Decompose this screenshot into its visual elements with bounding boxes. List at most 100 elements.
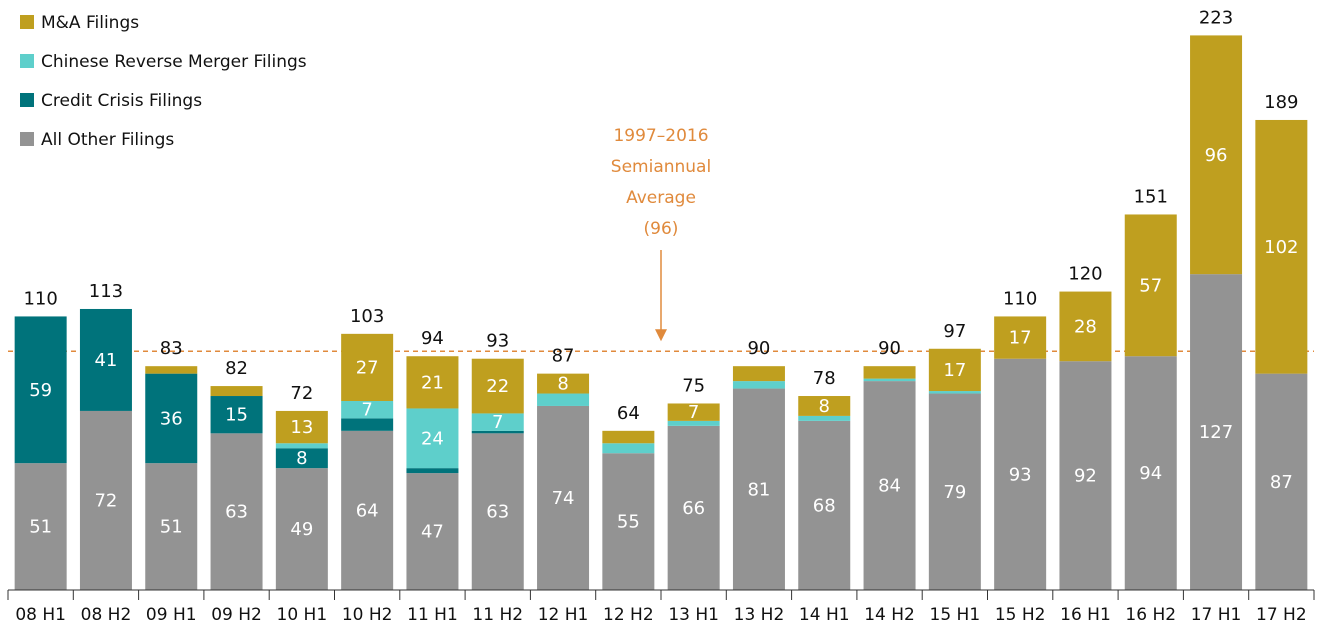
legend-label: All Other Filings [41, 130, 174, 150]
segment-label: 79 [943, 482, 966, 503]
bar-segment [1255, 373, 1308, 590]
x-tick-label: 13 H2 [734, 605, 785, 625]
x-tick-label: 10 H1 [277, 605, 328, 625]
bar-segment [928, 391, 981, 394]
bar-segment [537, 373, 590, 394]
x-tick-label: 11 H2 [472, 605, 523, 625]
bar-segment [667, 420, 720, 426]
segment-label: 21 [421, 372, 444, 393]
segment-label: 8 [819, 396, 830, 417]
segment-label: 59 [29, 380, 52, 401]
bar-segment [79, 410, 132, 590]
segment-label: 7 [361, 400, 372, 421]
bar-segment [406, 473, 459, 590]
x-tick-label: 13 H1 [668, 605, 719, 625]
x-tick-label: 16 H2 [1125, 605, 1176, 625]
segment-label: 74 [552, 488, 575, 509]
segment-label: 51 [29, 517, 52, 538]
bar-segment [145, 463, 198, 590]
bar-segment [275, 468, 328, 590]
segment-label: 127 [1199, 422, 1233, 443]
segment-label: 66 [682, 498, 705, 519]
segment-label: 41 [94, 350, 117, 371]
average-arrowhead [655, 329, 667, 342]
bar-segment [863, 366, 916, 379]
segment-label: 8 [557, 374, 568, 395]
total-label: 72 [290, 383, 313, 404]
x-tick-label: 08 H2 [81, 605, 132, 625]
x-tick-label: 12 H2 [603, 605, 654, 625]
segment-label: 55 [617, 512, 640, 533]
total-label: 120 [1068, 264, 1102, 285]
bar-segment [667, 425, 720, 590]
bar-segment [994, 316, 1047, 359]
bar-segment [1255, 119, 1308, 374]
bar-segment [14, 463, 67, 590]
x-tick-label: 15 H2 [995, 605, 1046, 625]
x-tick-label: 10 H2 [342, 605, 393, 625]
segment-label: 47 [421, 522, 444, 543]
segment-label: 13 [290, 417, 313, 438]
bar-segment [210, 386, 263, 397]
segment-label: 92 [1074, 466, 1097, 487]
total-label: 64 [617, 403, 640, 424]
x-tick-label: 14 H2 [864, 605, 915, 625]
bar-segment [863, 381, 916, 590]
bar-segment [341, 333, 394, 401]
total-label: 189 [1264, 92, 1298, 113]
bar-segment [471, 413, 524, 431]
average-annotation: Average [626, 188, 696, 208]
total-label: 78 [813, 368, 836, 389]
bar-segment [732, 366, 785, 382]
segment-label: 94 [1139, 463, 1162, 484]
total-label: 223 [1199, 7, 1233, 28]
x-tick-label: 11 H1 [407, 605, 458, 625]
bar-segment [471, 358, 524, 414]
bar-segment [602, 453, 655, 590]
total-label: 110 [23, 288, 57, 309]
bar-segment [471, 430, 524, 434]
bar-segment [14, 316, 67, 464]
bar-segment [1124, 214, 1177, 357]
segment-label: 7 [492, 412, 503, 433]
bar-segment [798, 415, 851, 421]
segment-label: 72 [94, 490, 117, 511]
bar-segment [602, 430, 655, 444]
total-label: 110 [1003, 288, 1037, 309]
bar-segment [863, 378, 916, 382]
bar-segment [406, 468, 459, 474]
legend-label: Credit Crisis Filings [41, 91, 202, 111]
segment-label: 49 [290, 519, 313, 540]
bar-segment [1190, 35, 1243, 275]
total-label: 90 [878, 338, 901, 359]
total-label: 97 [943, 321, 966, 342]
x-tick-label: 17 H2 [1256, 605, 1307, 625]
bar-segment [537, 405, 590, 590]
segment-label: 96 [1205, 145, 1228, 166]
average-annotation: (96) [644, 219, 679, 239]
total-label: 94 [421, 328, 444, 349]
bar-segment [1059, 361, 1112, 590]
total-label: 83 [160, 338, 183, 359]
segment-label: 63 [225, 502, 248, 523]
bar-segment [732, 388, 785, 590]
total-label: 82 [225, 358, 248, 379]
legend-label: M&A Filings [41, 13, 139, 33]
segment-label: 8 [296, 448, 307, 469]
segment-label: 15 [225, 405, 248, 426]
legend-swatch [20, 15, 34, 29]
x-tick-label: 16 H1 [1060, 605, 1111, 625]
segment-label: 28 [1074, 316, 1097, 337]
segment-label: 63 [486, 502, 509, 523]
bar-segment [210, 396, 263, 434]
legend-label: Chinese Reverse Merger Filings [41, 52, 307, 72]
bar-segment [406, 408, 459, 469]
segment-label: 102 [1264, 237, 1298, 258]
segment-label: 68 [813, 495, 836, 516]
total-label: 90 [747, 338, 770, 359]
bar-segment [79, 308, 132, 411]
total-label: 87 [552, 346, 575, 367]
segment-label: 24 [421, 428, 444, 449]
